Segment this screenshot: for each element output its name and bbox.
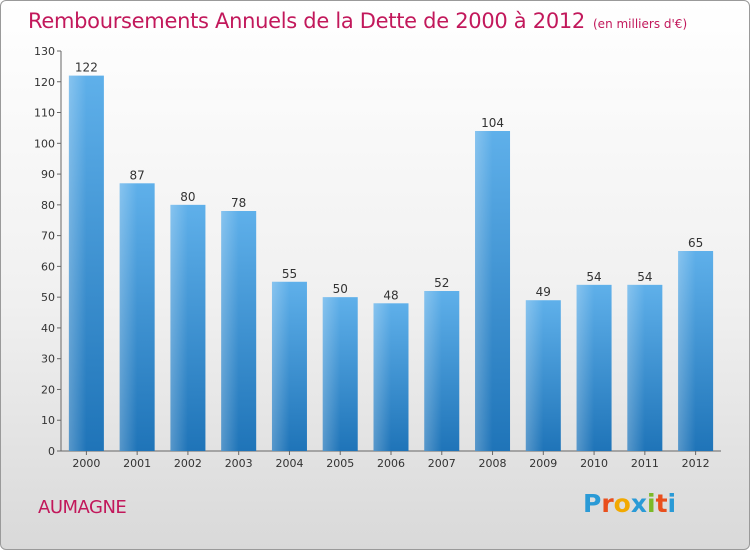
bar-value-label: 52 [434, 276, 449, 290]
logo-letter: x [630, 489, 647, 518]
bar-highlight [170, 204, 188, 451]
x-tick-label: 2012 [682, 457, 710, 470]
bar-value-label: 55 [282, 267, 297, 281]
bar-value-label: 54 [586, 270, 601, 284]
bar-highlight [373, 303, 391, 451]
bar-highlight [424, 291, 442, 451]
bar-highlight [678, 251, 696, 451]
logo-letter: r [601, 489, 614, 518]
bar-value-label: 104 [481, 116, 504, 130]
y-tick-label: 30 [41, 353, 55, 366]
chart-title-text: Remboursements Annuels de la Dette de 20… [28, 9, 585, 33]
chart-subtitle: (en milliers d'€) [593, 17, 688, 31]
bar-value-label: 80 [180, 190, 195, 204]
y-tick-label: 50 [41, 291, 55, 304]
logo-letter: i [647, 489, 656, 518]
bar-highlight [221, 211, 239, 451]
logo-letter: i [667, 489, 677, 518]
x-tick-label: 2007 [428, 457, 456, 470]
y-tick-label: 10 [41, 414, 55, 427]
proxiti-logo: Proxiti [583, 489, 676, 518]
x-tick-label: 2009 [529, 457, 557, 470]
bar-value-label: 78 [231, 196, 246, 210]
x-tick-label: 2006 [377, 457, 405, 470]
y-tick-label: 100 [34, 137, 55, 150]
y-tick-label: 40 [41, 322, 55, 335]
x-tick-label: 2004 [275, 457, 303, 470]
bar-value-label: 122 [75, 61, 98, 75]
bar-value-label: 87 [130, 168, 145, 182]
y-tick-label: 120 [34, 76, 55, 89]
y-tick-label: 90 [41, 168, 55, 181]
x-tick-label: 2010 [580, 457, 608, 470]
logo-letter: o [613, 489, 631, 518]
logo-letter: P [583, 489, 602, 518]
bar-highlight [627, 284, 645, 451]
chart-title: Remboursements Annuels de la Dette de 20… [28, 9, 687, 33]
y-tick-label: 110 [34, 107, 55, 120]
bar-highlight [119, 183, 138, 452]
y-tick-label: 20 [41, 383, 55, 396]
bar-value-label: 54 [637, 270, 652, 284]
x-tick-label: 2001 [123, 457, 151, 470]
x-tick-label: 2000 [72, 457, 100, 470]
bar-highlight [525, 300, 544, 451]
bar-highlight [576, 284, 595, 451]
x-tick-label: 2011 [631, 457, 659, 470]
y-tick-label: 80 [41, 199, 55, 212]
x-tick-label: 2003 [225, 457, 253, 470]
bar-value-label: 48 [383, 288, 398, 302]
x-tick-label: 2005 [326, 457, 354, 470]
x-tick-label: 2002 [174, 457, 202, 470]
logo-letter: t [655, 489, 668, 518]
bar-highlight [68, 75, 87, 451]
bar-highlight [271, 281, 290, 451]
bar-highlight [322, 297, 341, 451]
commune-name: AUMAGNE [38, 497, 127, 518]
bar-value-label: 50 [333, 282, 348, 296]
y-tick-label: 70 [41, 230, 55, 243]
bar-value-label: 49 [536, 285, 551, 299]
y-tick-label: 0 [48, 445, 55, 458]
y-tick-label: 130 [34, 45, 55, 58]
y-tick-label: 60 [41, 260, 55, 273]
bar-value-label: 65 [688, 236, 703, 250]
x-tick-label: 2008 [479, 457, 507, 470]
bar-highlight [475, 131, 493, 451]
